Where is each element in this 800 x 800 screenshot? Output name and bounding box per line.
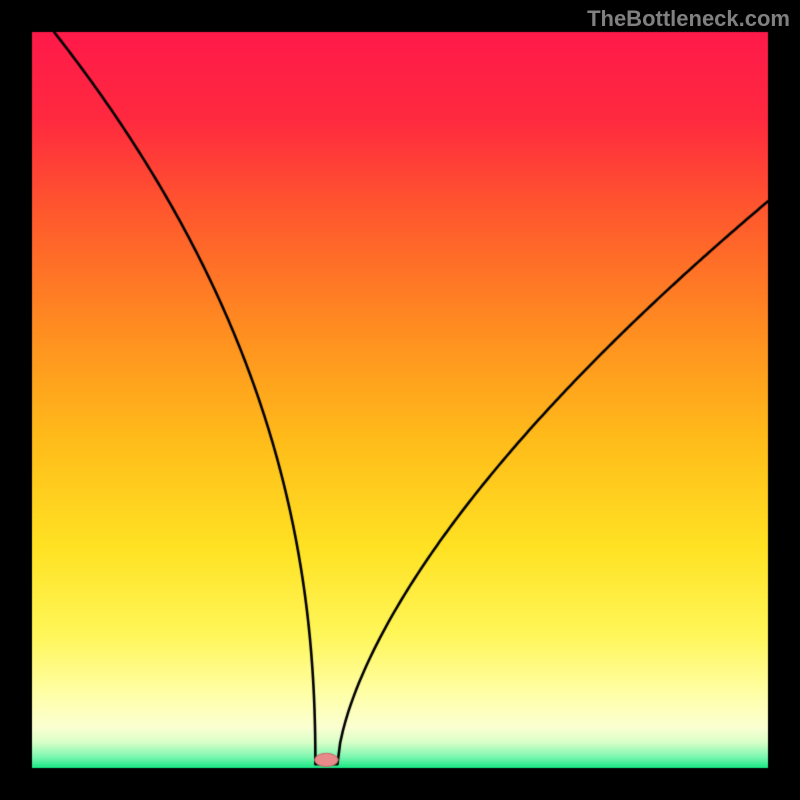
bottleneck-chart-canvas (0, 0, 800, 800)
chart-container: TheBottleneck.com (0, 0, 800, 800)
